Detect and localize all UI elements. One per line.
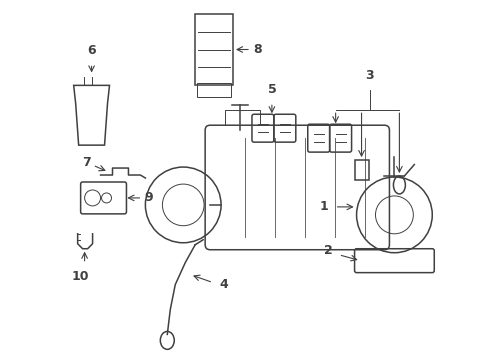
Text: 2: 2 xyxy=(323,244,332,257)
Text: 4: 4 xyxy=(219,278,227,291)
Text: 5: 5 xyxy=(267,83,276,96)
Text: 3: 3 xyxy=(365,69,373,82)
Bar xyxy=(197,84,230,97)
Text: 7: 7 xyxy=(82,156,91,168)
Text: 6: 6 xyxy=(87,45,96,58)
Text: 10: 10 xyxy=(72,270,89,283)
Text: 1: 1 xyxy=(319,201,328,213)
Text: 8: 8 xyxy=(252,43,261,56)
Bar xyxy=(354,160,368,180)
Text: 9: 9 xyxy=(144,192,153,204)
Bar xyxy=(195,14,233,85)
